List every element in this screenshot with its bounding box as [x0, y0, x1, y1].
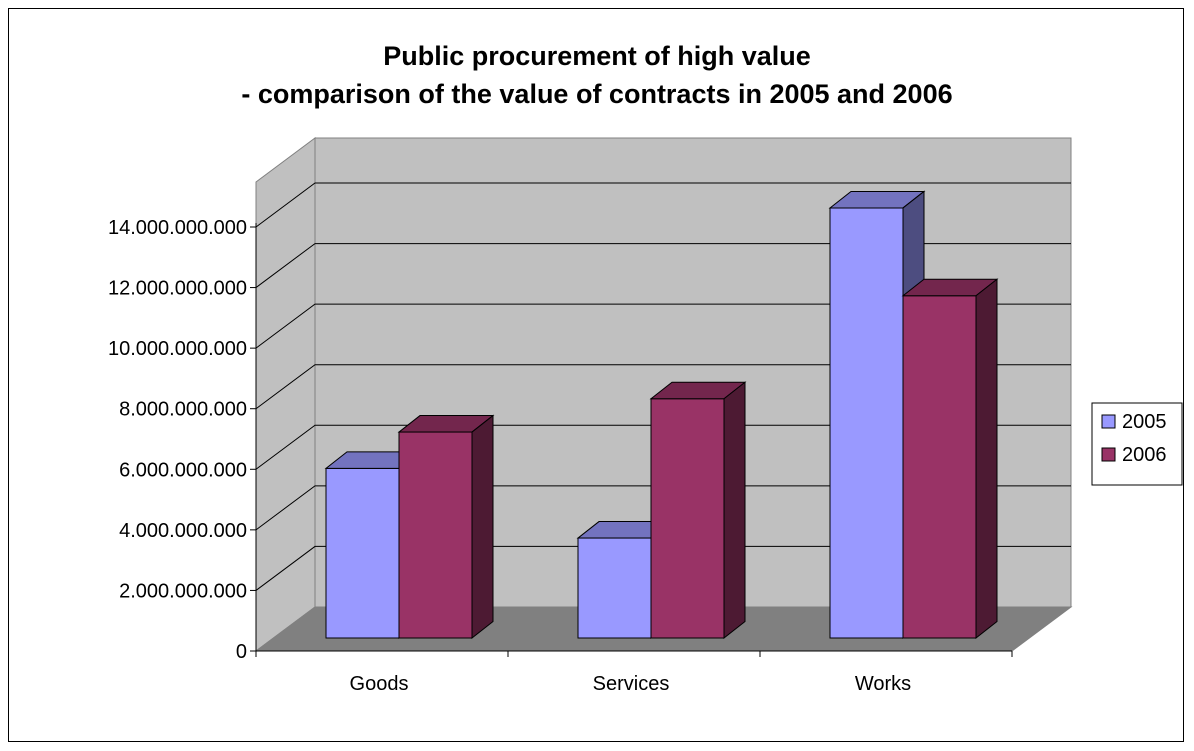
chart-title: Public procurement of high value - compa… [9, 37, 1185, 113]
legend-label: 2005 [1122, 411, 1167, 433]
bar-front [902, 295, 977, 639]
side-wall [255, 137, 316, 652]
bar-front [650, 398, 725, 639]
gridline [255, 182, 1071, 228]
gridline [255, 485, 1071, 531]
chart-title-line-1: Public procurement of high value [383, 41, 811, 71]
legend-swatch [1101, 447, 1116, 462]
y-tick-label: 14.000.000.000 [108, 217, 247, 239]
gridline [255, 545, 1071, 591]
gridline [255, 364, 1071, 410]
bar-front [577, 537, 652, 639]
bar-front [325, 467, 400, 639]
gridline [255, 243, 1071, 288]
y-tick-label: 8.000.000.000 [119, 399, 247, 421]
y-tick-label: 2.000.000.000 [119, 580, 247, 602]
bar-side [723, 381, 746, 640]
y-tick-label: 10.000.000.000 [108, 338, 247, 360]
y-tick-label: 4.000.000.000 [119, 520, 247, 542]
bar-side [975, 278, 998, 640]
gridline [255, 424, 1071, 470]
bar-side [471, 414, 494, 640]
x-tick-label: Services [593, 673, 670, 695]
legend-swatch [1101, 414, 1116, 429]
bar-front [829, 207, 904, 639]
chart-title-line-2: - comparison of the value of contracts i… [241, 79, 953, 109]
x-tick-label: Works [855, 673, 911, 695]
legend-label: 2006 [1122, 444, 1167, 466]
y-tick-label: 6.000.000.000 [119, 459, 247, 481]
x-tick-label: Goods [350, 673, 409, 695]
y-tick-label: 12.000.000.000 [108, 278, 247, 300]
bar-front [398, 431, 473, 639]
gridline [255, 303, 1071, 349]
y-tick-label: 0 [236, 641, 247, 663]
